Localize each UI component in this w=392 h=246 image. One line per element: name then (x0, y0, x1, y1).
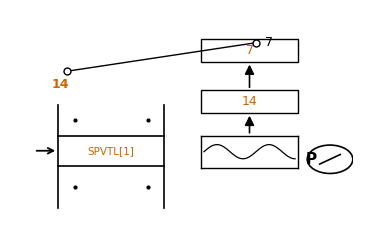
Text: 7: 7 (245, 44, 254, 57)
Text: 14: 14 (241, 95, 258, 108)
Text: SPVTL[1]: SPVTL[1] (88, 146, 135, 156)
Bar (201, 90, 298, 113)
Text: 14: 14 (52, 78, 69, 91)
Text: P: P (306, 152, 317, 167)
Bar (201, 39, 298, 62)
Text: 7: 7 (265, 36, 273, 49)
